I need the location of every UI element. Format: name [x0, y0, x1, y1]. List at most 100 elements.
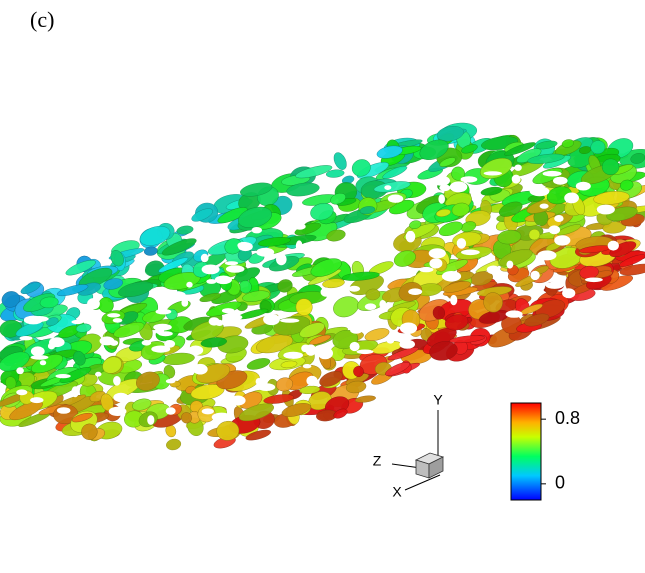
vortex-blob — [286, 182, 320, 197]
gap — [256, 247, 275, 257]
gap — [151, 345, 171, 353]
vortex-blob — [20, 282, 41, 294]
vortex-blob — [39, 296, 59, 309]
gap — [545, 281, 564, 289]
gap — [165, 407, 176, 415]
vortex-blob — [295, 165, 333, 179]
vortex-blob — [263, 394, 294, 404]
vortex-blob — [73, 350, 86, 366]
vortex-blob — [326, 229, 346, 242]
vortex-blob — [419, 139, 449, 160]
gap — [450, 294, 458, 306]
gap — [419, 266, 434, 273]
gap — [362, 220, 376, 228]
vortex-blob — [365, 288, 381, 301]
vortex-blob — [136, 371, 160, 391]
vortex-blob — [103, 278, 123, 290]
gap — [16, 367, 24, 375]
gap — [368, 247, 381, 258]
gap — [186, 281, 193, 288]
vortex-blob — [139, 226, 171, 246]
gap — [554, 215, 564, 222]
gap — [399, 339, 416, 349]
vortex-blob — [451, 202, 470, 217]
gap — [108, 406, 127, 416]
vortex-blob — [118, 281, 154, 298]
vortex-blob — [295, 298, 313, 316]
gap — [405, 230, 416, 243]
isosurface — [0, 122, 645, 451]
gap — [585, 277, 603, 283]
gap — [433, 175, 450, 186]
vortex-blob — [483, 292, 503, 313]
gap — [214, 275, 232, 285]
gap — [181, 298, 189, 307]
vortex-blob — [310, 258, 342, 277]
gap — [201, 408, 214, 415]
vortex-blob — [535, 140, 558, 150]
vortex-blob — [351, 159, 371, 177]
gap — [306, 375, 318, 386]
gap — [39, 360, 47, 366]
vortex-blob — [432, 306, 446, 320]
gap — [30, 355, 49, 360]
vortex-blob — [330, 192, 346, 205]
vortex-blob — [354, 395, 376, 403]
vortex-blob — [158, 257, 189, 273]
gap — [224, 261, 239, 266]
gap — [55, 374, 71, 379]
gap — [384, 185, 392, 191]
vortex-blob — [56, 284, 89, 297]
gap — [263, 313, 280, 326]
vortex-blob — [439, 157, 456, 167]
gap — [460, 176, 478, 183]
vortex-blob — [238, 403, 274, 422]
vortex-blob — [131, 398, 152, 411]
vortex-blob — [245, 429, 271, 441]
vortex-blob — [240, 182, 273, 197]
gap — [506, 260, 514, 269]
vortex-blob — [258, 237, 291, 247]
vortex-blob — [166, 438, 182, 451]
gap — [230, 395, 246, 406]
vortex-blob — [435, 208, 451, 217]
gap — [113, 376, 121, 386]
gap — [575, 181, 591, 191]
gap — [95, 371, 102, 377]
gap — [99, 336, 115, 346]
vortex-blob — [353, 366, 364, 377]
gap — [155, 309, 172, 315]
vortex-blob — [238, 206, 272, 228]
vortex-blob — [246, 358, 271, 370]
vortex-blob — [619, 179, 634, 191]
gap — [596, 204, 615, 215]
gap — [71, 386, 79, 398]
gap — [107, 313, 121, 318]
colorbar-tick-label: 0 — [555, 473, 565, 493]
vortex-blob — [609, 241, 637, 258]
vortex-blob — [593, 191, 630, 205]
gap — [23, 315, 43, 325]
gap — [438, 194, 446, 204]
vortex-blob — [102, 356, 122, 374]
vortex-blob — [436, 126, 464, 142]
gap — [505, 310, 523, 318]
vortex-blob — [191, 208, 213, 222]
vortex-blob — [217, 207, 248, 224]
gap — [165, 379, 176, 384]
panel-label: (c) — [30, 7, 54, 32]
vortex-blob — [442, 281, 471, 293]
vortex-blob — [504, 142, 536, 156]
vortex-blob — [528, 228, 541, 241]
vortex-blob — [619, 254, 645, 267]
vortex-blob — [280, 360, 298, 369]
vortex-blob — [75, 323, 92, 333]
vortex-blob — [242, 290, 271, 302]
gap — [87, 298, 100, 310]
vortex-blob — [46, 317, 59, 326]
vortex-blob — [200, 337, 227, 348]
gap — [553, 176, 568, 185]
gap — [276, 253, 287, 266]
vortex-blob — [387, 347, 419, 361]
vortex-blob — [81, 423, 98, 440]
